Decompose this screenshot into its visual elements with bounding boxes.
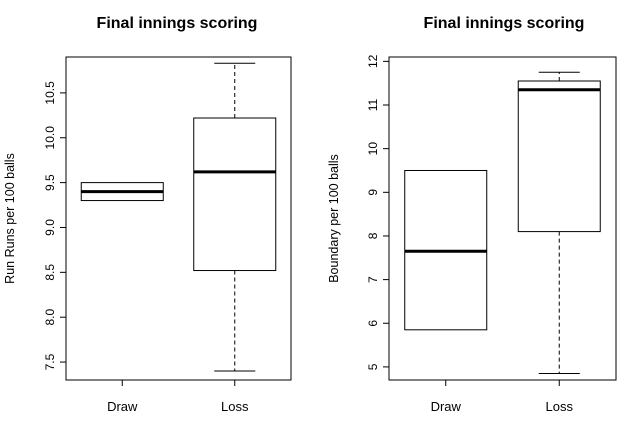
box-draw [80,182,164,202]
y-tick-label: 9 [366,189,380,196]
y-axis-label: Run Runs per 100 balls [3,153,17,284]
x-category-label: Loss [221,399,249,414]
y-tick-label: 9.0 [43,219,57,236]
y-tick-label: 10 [366,142,380,156]
y-tick-label: 9.5 [43,174,57,191]
y-axis-label: Boundary per 100 balls [327,154,341,283]
box-iqr [193,117,277,272]
x-category-label: Loss [546,399,574,414]
y-tick-label: 8.0 [43,309,57,326]
chart-title: Final innings scoring [97,15,258,32]
y-tick-label: 12 [366,54,380,68]
x-category-label: Draw [431,399,462,414]
y-tick-label: 5 [366,363,380,370]
box-loss [193,62,277,372]
y-tick-label: 11 [366,98,380,111]
x-category-label: Draw [107,399,138,414]
y-tick-label: 8.5 [43,264,57,281]
box-draw [404,169,488,331]
box-iqr [517,80,601,233]
y-tick-label: 8 [366,232,380,239]
box-loss [517,71,601,374]
y-tick-label: 6 [366,320,380,327]
y-tick-label: 7.5 [43,353,57,370]
y-tick-label: 10.5 [43,81,57,105]
y-tick-label: 7 [366,276,380,283]
chart-left-runs: Final innings scoring Run Runs per 100 ba… [3,15,292,414]
chart-title: Final innings scoring [424,15,585,32]
y-tick-label: 10.0 [43,126,57,150]
chart-right-boundary: Final innings scoring Boundary per 100 ba… [327,15,617,414]
